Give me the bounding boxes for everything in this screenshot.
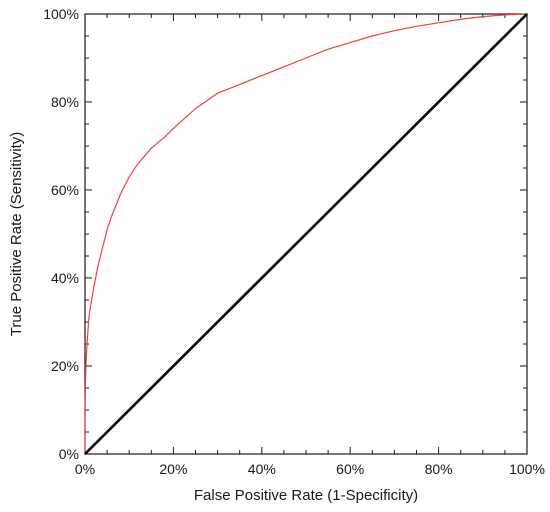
y-tick-label: 60% [51, 182, 79, 198]
y-tick-label: 0% [59, 446, 79, 462]
axis-ticks [84, 13, 528, 455]
tick-labels: 0% 20% 40% 60% 80% 100% 0% 20% 40% 60% 80% 100% [43, 6, 545, 477]
y-tick-label: 40% [51, 270, 79, 286]
y-tick-label: 20% [51, 358, 79, 374]
y-tick-label: 80% [51, 94, 79, 110]
x-tick-label: 40% [248, 461, 276, 477]
y-tick-label: 100% [43, 6, 79, 22]
x-tick-label: 0% [75, 461, 95, 477]
roc-curve [84, 13, 528, 454]
series-layer [84, 13, 528, 455]
y-axis-title: True Positive Rate (Sensitivity) [8, 132, 25, 337]
x-tick-label: 80% [425, 461, 453, 477]
x-tick-label: 60% [336, 461, 364, 477]
x-tick-label: 100% [509, 461, 545, 477]
reference-diagonal-line [84, 13, 528, 455]
x-axis-title: False Positive Rate (1-Specificity) [194, 487, 418, 504]
x-tick-label: 20% [159, 461, 187, 477]
